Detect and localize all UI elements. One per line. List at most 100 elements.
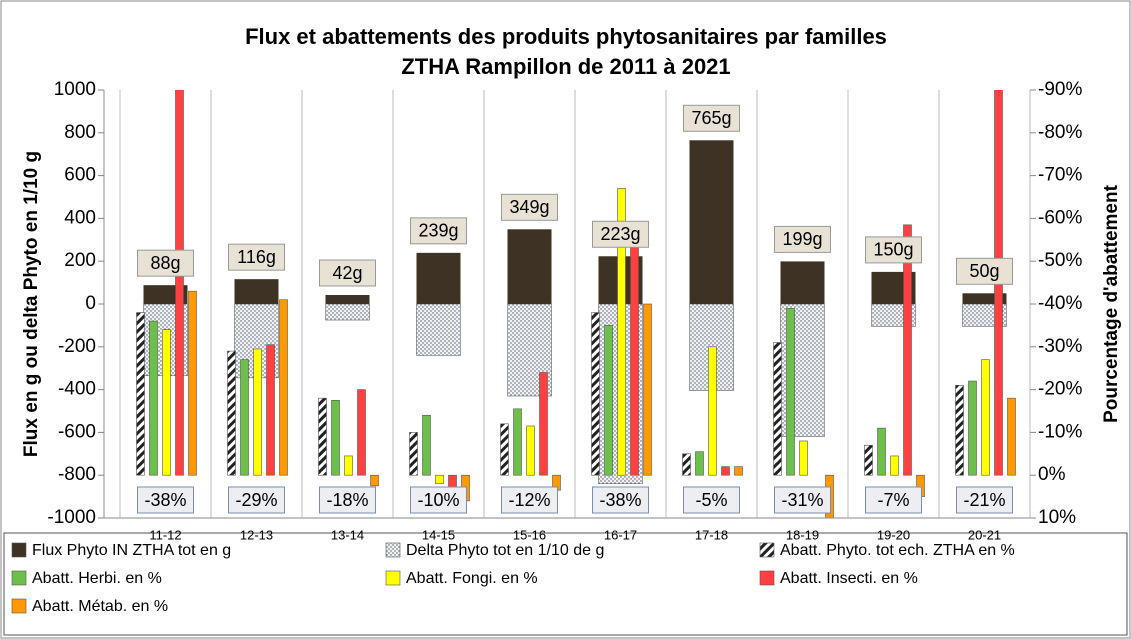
bar: [325, 295, 370, 304]
bar: [903, 224, 912, 476]
value-label-box: [683, 104, 740, 132]
x-tick-label: 12-13: [240, 527, 273, 542]
value-label: 349g: [509, 197, 549, 217]
x-tick-label: 15-16: [513, 527, 546, 542]
value-label: 239g: [418, 221, 458, 241]
y2-tick-label: -10%: [1038, 421, 1082, 442]
y2-tick-label: -30%: [1038, 336, 1082, 357]
bar: [643, 303, 652, 476]
x-tick-label: 20-21: [968, 527, 1001, 542]
x-tick-label: 11-12: [149, 527, 181, 542]
value-label: 88g: [150, 253, 180, 273]
legend-label: Abatt. Métab. en %: [32, 598, 168, 615]
bar: [279, 299, 288, 476]
bar: [253, 348, 262, 476]
bar: [864, 444, 873, 476]
legend-label: Abatt. Phyto. tot ech. ZTHA en %: [780, 542, 1015, 559]
bar: [331, 399, 340, 476]
bar: [955, 385, 964, 476]
bar: [630, 237, 639, 476]
value-label-box: [137, 249, 194, 277]
legend-swatch: [11, 570, 27, 586]
bar: [708, 346, 717, 476]
legend: [3, 532, 1128, 636]
value-label-box: [592, 486, 649, 514]
value-label-box: [956, 486, 1013, 514]
value-label: -21%: [963, 490, 1005, 510]
value-label: 150g: [873, 240, 913, 260]
value-label: -38%: [599, 490, 641, 510]
bar: [962, 293, 1007, 304]
value-label-box: [228, 243, 285, 271]
value-label-box: [319, 259, 376, 287]
y2-tick-label: -70%: [1038, 165, 1082, 186]
value-label: 42g: [332, 263, 362, 283]
legend-swatch: [11, 542, 27, 558]
value-label: -29%: [235, 490, 277, 510]
y-tick-label: -800: [58, 464, 96, 485]
bar: [786, 307, 795, 476]
value-label-box: [410, 486, 467, 514]
bar: [695, 451, 704, 476]
legend-label: Flux Phyto IN ZTHA tot en g: [32, 542, 231, 559]
bar: [149, 320, 158, 476]
y-axis-label: Flux en g ou delta Phyto en 1/10 g: [21, 151, 42, 457]
y-tick-label: -600: [58, 421, 96, 442]
value-label-box: [774, 225, 831, 253]
value-label: -38%: [144, 490, 186, 510]
y2-axis-label: Pourcentage d'abattement: [1101, 184, 1122, 423]
x-tick-label: 19-20: [877, 527, 910, 542]
value-label: -18%: [326, 490, 368, 510]
bar: [136, 312, 145, 476]
legend-swatch: [385, 570, 401, 586]
value-label-box: [319, 486, 376, 514]
value-label: 223g: [600, 224, 640, 244]
y-tick-label: 800: [64, 122, 96, 143]
value-label: 199g: [782, 229, 822, 249]
value-label-box: [683, 486, 740, 514]
bar: [773, 342, 782, 476]
value-label-box: [592, 220, 649, 248]
bar: [507, 229, 552, 304]
bar: [500, 423, 509, 476]
bar: [370, 474, 379, 487]
y-tick-label: 200: [64, 250, 96, 271]
x-tick-label: 13-14: [331, 527, 364, 542]
bar: [435, 474, 444, 485]
value-label-box: [774, 486, 831, 514]
bar: [682, 453, 691, 476]
value-label: -5%: [695, 490, 727, 510]
bar: [721, 466, 730, 476]
legend-label: Abatt. Herbi. en %: [32, 570, 162, 587]
bar: [780, 261, 825, 304]
value-label: -10%: [417, 490, 459, 510]
value-label: 50g: [969, 261, 999, 281]
bar: [318, 397, 327, 476]
legend-label: Abatt. Fongi. en %: [406, 570, 538, 587]
bar: [409, 432, 418, 476]
value-label-box: [410, 217, 467, 245]
y-tick-label: 0: [85, 293, 96, 314]
x-tick-label: 14-15: [422, 527, 455, 542]
y-tick-label: -400: [58, 379, 96, 400]
value-label-box: [865, 236, 922, 264]
x-tick-label: 16-17: [604, 527, 637, 542]
bar: [422, 414, 431, 476]
legend-label: Abatt. Insecti. en %: [780, 570, 918, 587]
legend-swatch: [759, 570, 775, 586]
bar: [890, 455, 899, 476]
legend-swatch: [759, 542, 775, 558]
bar: [877, 427, 886, 476]
y2-tick-label: -80%: [1038, 122, 1082, 143]
y2-tick-label: -60%: [1038, 207, 1082, 228]
y-tick-label: -200: [58, 336, 96, 357]
bar: [416, 303, 461, 356]
y2-tick-label: 0%: [1038, 464, 1066, 485]
value-label-box: [228, 486, 285, 514]
bar: [234, 279, 279, 304]
bar: [188, 290, 197, 476]
value-label: 116g: [237, 247, 276, 267]
value-label-box: [137, 486, 194, 514]
y-tick-label: 600: [64, 165, 96, 186]
